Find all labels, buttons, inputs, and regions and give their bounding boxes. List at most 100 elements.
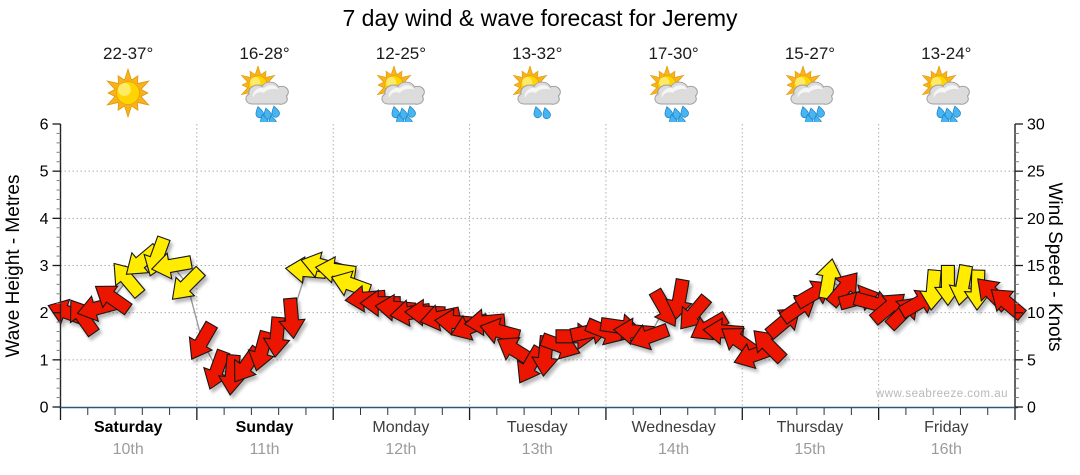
day-name-label: Thursday [776,419,844,436]
raindrop [263,107,272,120]
day-date-label: 13th [521,441,553,458]
right-tick-label: 25 [1027,164,1045,181]
raindrop [813,115,822,122]
day-date-label: 11th [249,441,280,458]
raindrop [949,115,959,122]
weather-icon-box [371,66,431,122]
right-tick-label: 10 [1027,305,1045,322]
temp-range: 13-32° [512,44,563,63]
right-tick-label: 30 [1027,117,1045,134]
day-name-label: Saturday [93,419,163,436]
raindrop [808,107,817,120]
right-tick-label: 0 [1027,400,1036,417]
raindrop [395,114,405,122]
raindrop [816,105,825,118]
wind-arrow [150,252,193,280]
temp-range: 16-28° [239,44,290,63]
day-date-label: 10th [112,441,144,458]
watermark: www.seabreeze.com.au [875,388,1008,400]
wind-arrow [94,285,133,316]
sun-icon [106,67,150,119]
day-name-label: Sunday [235,419,294,436]
raindrop [952,105,962,118]
wind-arrow [479,317,522,345]
raindrop [407,105,416,118]
axes [52,123,1023,420]
raindrop [805,114,814,122]
rain-cloud [790,81,834,122]
sun-showers-icon [512,66,562,120]
raindrop [672,107,681,120]
day-date-label: 15th [794,441,826,458]
sun-showers-icon [376,66,425,122]
raindrop [259,114,268,122]
day-name-label: Wednesday [631,419,716,436]
cloud-shape [790,81,834,105]
raindrop [268,115,277,122]
wind-arrow [171,265,207,300]
left-tick-label: 1 [40,352,49,369]
temp-range: 22-37° [103,44,154,63]
temp-range: 15-27° [784,44,836,63]
raindrop [391,106,400,119]
rain-cloud [244,81,289,122]
raindrop [399,107,408,120]
rain-cloud [654,81,698,122]
raindrop [936,106,946,119]
raindrop [271,105,280,118]
left-tick-label: 3 [40,258,49,275]
day-date-label: 12th [385,441,417,458]
wind-arrow [277,297,306,340]
weather-icon-box [780,66,840,122]
raindrop [533,106,543,119]
weather-icon-box [235,66,295,122]
right-tick-label: 20 [1027,211,1045,228]
cloud-shape [517,81,562,105]
wind-arrows [47,235,1028,396]
day-date-label: 16th [930,441,962,458]
wind-arrow [680,293,713,330]
raindrop [664,106,673,119]
weather-icon-box [916,66,976,122]
wind-arrow [188,320,219,361]
day-name-label: Tuesday [506,419,568,436]
temp-range: 13-24° [921,44,972,63]
raindrop [680,105,689,118]
weather-icon-box [644,66,704,122]
sun-showers-icon [785,66,834,122]
raindrop [677,115,686,122]
sun-showers-icon [921,66,971,122]
left-tick-label: 0 [40,400,49,417]
temp-range: 17-30° [648,44,699,63]
wind-arrow [113,262,146,300]
raindrop [404,115,413,122]
right-tick-label: 15 [1027,258,1045,275]
raindrop [668,114,677,122]
left-tick-label: 5 [40,164,49,181]
weather-icon-box [507,66,567,122]
raindrop [941,114,950,122]
left-tick-label: 4 [40,211,49,228]
cloud-shape [244,81,289,105]
left-tick-label: 2 [40,305,49,322]
rain-cloud [517,81,562,120]
wind-arrow [753,330,788,365]
rain-cloud [926,81,971,122]
cloud-shape [926,81,971,105]
raindrop [800,106,809,119]
page-title: 7 day wind & wave forecast for Jeremy [342,5,738,31]
raindrop [255,106,264,119]
rain-cloud [381,81,425,122]
tick-labels: 0 1 2 3 4 5 6 0 5 10 15 20 25 30 [40,117,1045,417]
day-name-label: Friday [924,419,969,436]
raindrop [542,107,552,120]
day-name-label: Monday [372,419,430,436]
sun-showers-icon [240,66,289,122]
weather-icon-box [98,66,158,122]
right-tick-label: 5 [1027,352,1036,369]
cloud-shape [654,81,698,105]
sun-showers-icon [649,66,698,122]
